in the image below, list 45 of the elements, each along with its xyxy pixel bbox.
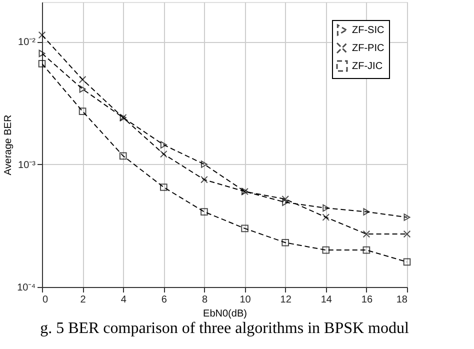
point <box>200 208 208 216</box>
point <box>160 141 167 148</box>
point <box>119 152 127 160</box>
x-axis-title: EbN0(dB) <box>203 308 247 320</box>
y-axis-title: Average BER <box>3 114 14 176</box>
point <box>38 50 46 58</box>
point <box>322 214 330 221</box>
x-tick-label: 18 <box>396 294 408 306</box>
point <box>38 31 46 39</box>
point <box>403 230 411 238</box>
point <box>79 85 86 93</box>
y-tick-label: 10⁻⁴ <box>17 282 36 294</box>
text: g. 5 BER comparison of three algorithms in BPSK modul <box>40 320 410 337</box>
legend-label: ZF-SIC <box>352 25 384 36</box>
x-tick-label: 6 <box>161 294 168 306</box>
point <box>160 150 168 158</box>
point <box>362 230 370 238</box>
x-tick-label: 16 <box>361 294 373 306</box>
y-tick-label: 10⁻² <box>18 37 36 48</box>
point <box>200 160 208 168</box>
y-tick-label: 10⁻³ <box>18 160 36 171</box>
point <box>403 258 411 266</box>
point <box>200 176 208 184</box>
point <box>322 246 330 254</box>
x-tick-label: 0 <box>42 294 48 306</box>
point <box>404 214 410 221</box>
x-tick-label: 8 <box>202 294 208 306</box>
x-tick-label: 2 <box>80 294 86 306</box>
point <box>78 108 86 115</box>
point <box>282 198 289 206</box>
point <box>241 224 248 232</box>
x-tick-label: 10 <box>240 294 252 306</box>
point <box>78 76 86 84</box>
x-tick-label: 4 <box>120 294 127 306</box>
x-tick-label: 12 <box>280 294 292 306</box>
point <box>160 184 168 191</box>
point <box>322 204 330 212</box>
point <box>38 60 46 68</box>
point <box>282 238 289 246</box>
point <box>282 195 289 203</box>
legend-label: ZF-PIC <box>352 43 384 54</box>
x-tick-label: 14 <box>320 294 332 306</box>
point <box>363 208 370 216</box>
legend-label: ZF-JIC <box>352 61 383 72</box>
point <box>362 246 370 254</box>
